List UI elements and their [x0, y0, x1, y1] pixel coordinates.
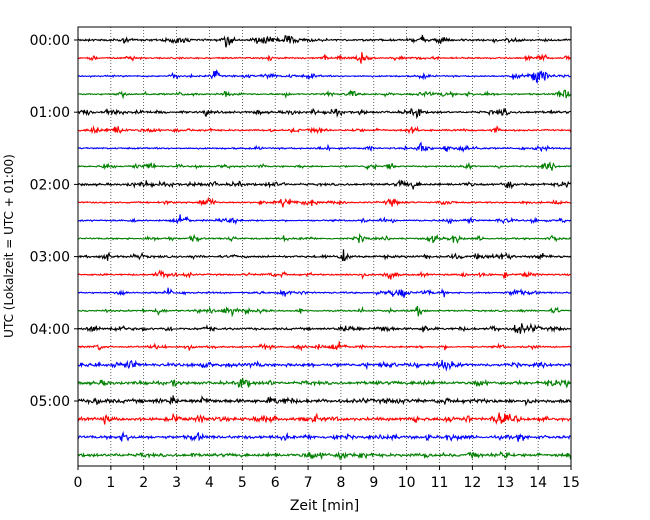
x-tick-label: 14: [529, 475, 547, 491]
x-tick-label: 12: [463, 475, 481, 491]
x-tick-label: 11: [431, 475, 449, 491]
x-tick-label: 15: [562, 475, 580, 491]
seismic-trace: [77, 430, 572, 442]
y-tick-label: 03:00: [30, 250, 70, 266]
x-axis: 0 1 2 3 4 5 6 7 8 9 10 11 12 13 14 15: [74, 466, 580, 491]
x-tick-label: 13: [496, 475, 514, 491]
x-tick-label: 3: [172, 475, 181, 491]
x-tick-label: 7: [304, 475, 313, 491]
x-tick-label: 8: [336, 475, 345, 491]
seismic-trace: [78, 141, 572, 153]
seismic-trace: [77, 125, 572, 135]
seismic-trace: [77, 412, 572, 426]
seismic-trace: [77, 107, 572, 120]
seismic-trace: [77, 359, 572, 372]
seismic-trace: [77, 377, 572, 389]
y-axis: 00:00 01:00 02:00 03:00 04:00 05:00: [30, 33, 78, 410]
x-tick-label: 2: [139, 475, 148, 491]
seismic-trace: [77, 196, 572, 208]
x-tick-label: 10: [398, 475, 416, 491]
seismic-trace: [77, 34, 571, 48]
x-tick-label: 0: [74, 475, 83, 491]
seismic-trace: [77, 179, 572, 190]
y-tick-label: 02:00: [30, 177, 70, 193]
seismic-trace: [77, 269, 572, 280]
plot-frame: [77, 26, 572, 467]
seismic-trace: [77, 322, 572, 334]
y-tick-label: 05:00: [30, 394, 70, 410]
plot-area: [78, 27, 571, 466]
seismic-trace: [77, 89, 572, 100]
seismic-trace: [77, 395, 572, 407]
y-tick-label: 00:00: [30, 33, 70, 49]
seismic-trace: [77, 233, 572, 244]
seismic-trace: [77, 249, 572, 262]
seismic-trace: [77, 450, 572, 461]
seismic-trace: [77, 341, 572, 352]
seismic-trace: [77, 305, 572, 318]
x-tick-label: 4: [205, 475, 214, 491]
seismic-trace: [77, 161, 572, 171]
y-axis-label: UTC (Lokalzeit = UTC + 01:00): [2, 154, 16, 338]
x-axis-label: Zeit [min]: [290, 498, 359, 514]
seismic-trace: [77, 52, 572, 64]
x-tick-label: 9: [369, 475, 378, 491]
seismic-trace: [77, 214, 572, 225]
x-tick-label: 1: [106, 475, 115, 491]
y-tick-label: 01:00: [30, 105, 70, 121]
seismic-trace: [77, 69, 572, 84]
seismic-trace: [77, 287, 572, 298]
x-tick-label: 6: [271, 475, 280, 491]
y-tick-label: 04:00: [30, 322, 70, 338]
grid: [110, 27, 539, 466]
x-tick-label: 5: [238, 475, 247, 491]
traces: [77, 34, 572, 461]
